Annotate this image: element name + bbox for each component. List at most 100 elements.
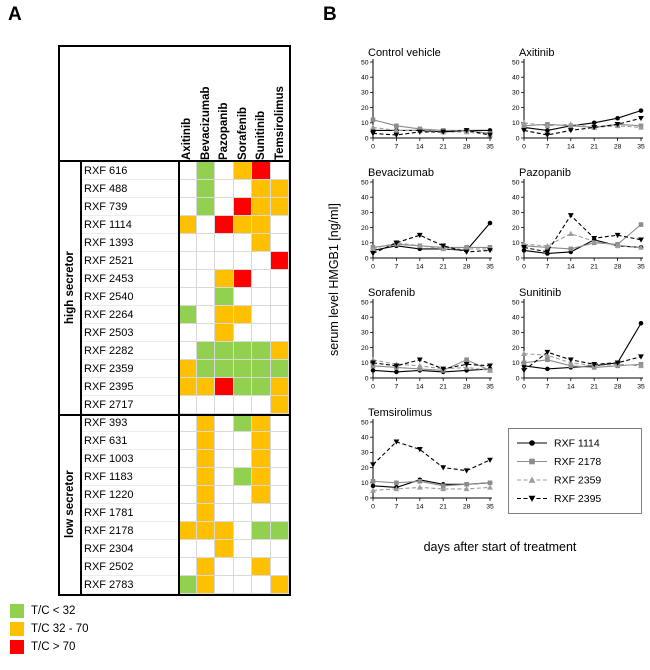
svg-text:21: 21: [590, 144, 598, 151]
svg-text:Pazopanib: Pazopanib: [519, 167, 571, 179]
heatmap-cell: [215, 306, 234, 324]
heatmap-cell: [252, 288, 271, 306]
svg-text:7: 7: [395, 504, 399, 511]
heatmap-cell: [233, 198, 252, 216]
heatmap-cell: [215, 360, 234, 378]
chart-bevacizumab: Bevacizumab 0 10 20 30 40 50 0 7 14 21 28 35: [352, 166, 496, 282]
svg-text:28: 28: [463, 504, 471, 511]
svg-text:40: 40: [361, 75, 369, 82]
svg-text:7: 7: [395, 384, 399, 391]
heatmap-cell: [178, 234, 197, 252]
heatmap-cell: [252, 270, 271, 288]
tc-heatmap-table: Axitinib Bevacizumab Pazopanib Sorafenib Sun…: [58, 45, 291, 596]
heatmap-cell: [196, 270, 215, 288]
heatmap-cell: [252, 522, 271, 540]
svg-text:20: 20: [512, 345, 520, 352]
svg-text:0: 0: [522, 144, 526, 151]
heatmap-cell: [270, 360, 289, 378]
heatmap-cell: [215, 234, 234, 252]
row-label: RXF 2282: [80, 342, 178, 360]
heatmap-cell: [215, 198, 234, 216]
svg-text:35: 35: [486, 384, 494, 391]
svg-text:40: 40: [512, 75, 520, 82]
svg-text:10: 10: [512, 240, 520, 247]
heatmap-cell: [178, 270, 197, 288]
svg-text:40: 40: [512, 195, 520, 202]
heatmap-cell: [178, 504, 197, 522]
svg-text:40: 40: [361, 315, 369, 322]
row-label: RXF 2717: [80, 396, 178, 414]
svg-text:28: 28: [463, 144, 471, 151]
svg-text:40: 40: [361, 195, 369, 202]
heatmap-cell: [178, 468, 197, 486]
heatmap-cell: [178, 306, 197, 324]
heatmap-cell: [178, 342, 197, 360]
name-column-divider: [178, 162, 180, 594]
heatmap-cell: [215, 288, 234, 306]
row-label: RXF 2502: [80, 558, 178, 576]
svg-text:14: 14: [416, 144, 424, 151]
heatmap-cell: [233, 396, 252, 414]
svg-text:50: 50: [361, 179, 369, 186]
header-divider: [60, 160, 289, 162]
svg-text:21: 21: [439, 504, 447, 511]
heatmap-cell: [178, 288, 197, 306]
svg-text:0: 0: [365, 135, 369, 142]
svg-text:28: 28: [463, 384, 471, 391]
heatmap-cell: [196, 306, 215, 324]
svg-text:30: 30: [512, 90, 520, 97]
heatmap-cell: [196, 450, 215, 468]
svg-text:10: 10: [361, 120, 369, 127]
row-label: RXF 2178: [80, 522, 178, 540]
heatmap-cell: [215, 558, 234, 576]
heatmap-cell: [270, 288, 289, 306]
row-label: RXF 1114: [80, 216, 178, 234]
svg-text:0: 0: [365, 375, 369, 382]
heatmap-cell: [196, 342, 215, 360]
svg-text:40: 40: [512, 315, 520, 322]
svg-text:50: 50: [512, 299, 520, 306]
svg-text:35: 35: [637, 264, 645, 271]
heatmap-cell: [196, 540, 215, 558]
heatmap-cell: [196, 432, 215, 450]
heatmap-cell: [252, 198, 271, 216]
heatmap-cell: [196, 468, 215, 486]
svg-text:0: 0: [371, 504, 375, 511]
heatmap-cell: [178, 540, 197, 558]
heatmap-cell: [270, 396, 289, 414]
heatmap-cell: [196, 378, 215, 396]
row-label: RXF 2264: [80, 306, 178, 324]
heatmap-cell: [178, 198, 197, 216]
heatmap-cell: [215, 468, 234, 486]
heatmap-cell: [196, 414, 215, 432]
chart-temsirolimus: Temsirolimus 0 10 20 30 40 50 0 7 14 21 28 35: [352, 406, 496, 522]
svg-text:50: 50: [512, 59, 520, 66]
svg-text:7: 7: [546, 384, 550, 391]
y-axis-label: serum level HMGB1 [ng/ml]: [327, 203, 341, 357]
heatmap-cell: [233, 468, 252, 486]
svg-text:Bevacizumab: Bevacizumab: [368, 167, 434, 179]
heatmap-cell: [270, 504, 289, 522]
svg-text:0: 0: [365, 255, 369, 262]
chart-sunitinib: Sunitinib 0 10 20 30 40 50 0 7 14 21 28 35: [503, 286, 647, 402]
svg-text:10: 10: [361, 360, 369, 367]
heatmap-cell: [196, 216, 215, 234]
heatmap-cell: [215, 414, 234, 432]
svg-text:50: 50: [361, 59, 369, 66]
svg-text:28: 28: [463, 264, 471, 271]
row-label: RXF 2503: [80, 324, 178, 342]
svg-text:14: 14: [416, 384, 424, 391]
heatmap-cell: [252, 504, 271, 522]
row-label: RXF 2521: [80, 252, 178, 270]
heatmap-cell: [196, 396, 215, 414]
legend-label: T/C 32 - 70: [31, 623, 89, 635]
heatmap-cell: [215, 576, 234, 594]
heatmap-cell: [215, 450, 234, 468]
heatmap-cell: [178, 360, 197, 378]
series-legend: RXF 1114 RXF 2178 RXF 2359 RXF 2395: [508, 428, 642, 514]
heatmap-cell: [252, 486, 271, 504]
heatmap-cell: [178, 576, 197, 594]
svg-text:RXF 2178: RXF 2178: [554, 456, 601, 468]
column-header-sorafenib: Sorafenib: [236, 106, 249, 160]
heatmap-cell: [233, 288, 252, 306]
